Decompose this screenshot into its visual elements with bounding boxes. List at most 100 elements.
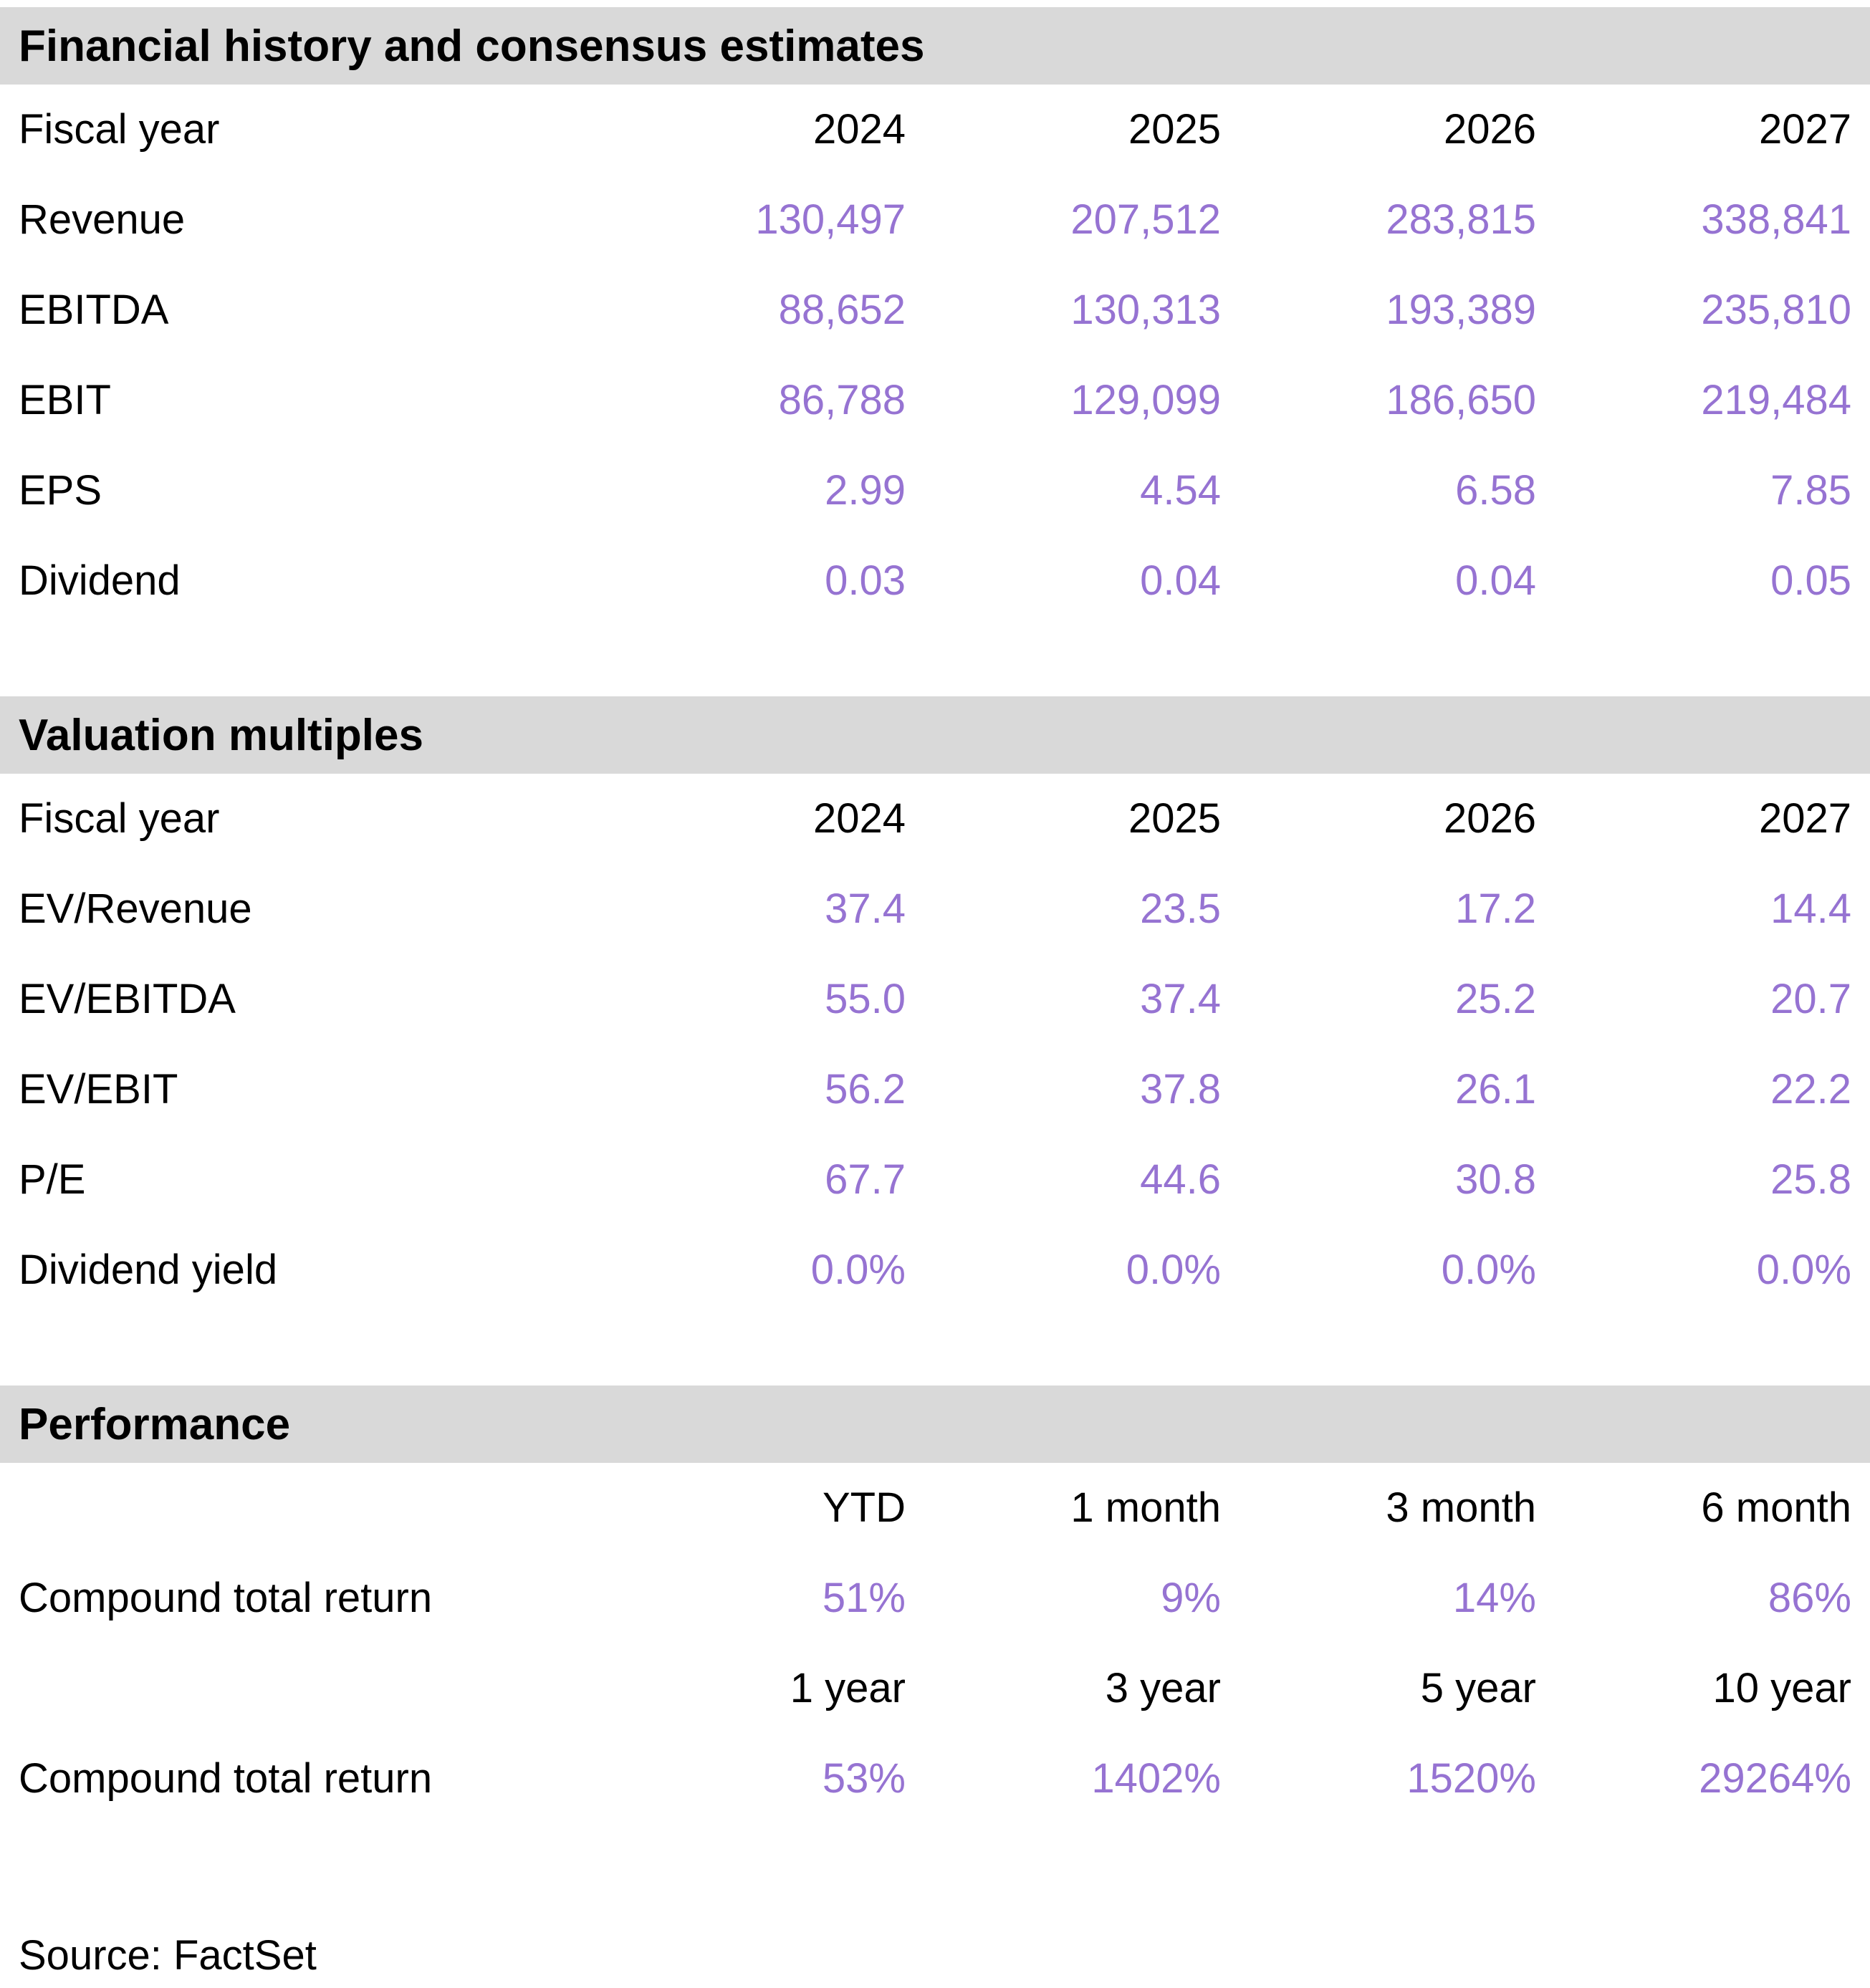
table-row: EV/EBIT 56.2 37.8 26.1 22.2 [0, 1045, 1870, 1135]
value-cell: 235,810 [1701, 287, 1851, 333]
column-header: 5 year [1420, 1665, 1536, 1711]
table-header-row: Fiscal year 2024 2025 2026 2027 [0, 774, 1870, 864]
value-cell: 219,484 [1701, 377, 1851, 423]
section-title-financial-history: Financial history and consensus estimate… [0, 7, 1870, 85]
value-cell: 0.04 [1140, 557, 1221, 604]
value-cell: 23.5 [1140, 885, 1221, 932]
table-row: Dividend yield 0.0% 0.0% 0.0% 0.0% [0, 1225, 1870, 1315]
row-label: Dividend yield [19, 1247, 278, 1293]
value-cell: 88,652 [778, 287, 906, 333]
value-cell: 44.6 [1140, 1156, 1221, 1203]
column-header: 2027 [1758, 795, 1851, 842]
table-row: Compound total return 51% 9% 14% 86% [0, 1553, 1870, 1643]
column-header: 2026 [1443, 106, 1536, 153]
section-performance: Performance YTD 1 month 3 month 6 month Compo… [0, 1386, 1870, 1824]
table-header-row: 1 year 3 year 5 year 10 year [0, 1643, 1870, 1734]
value-cell: 37.4 [825, 885, 906, 932]
table-row: EV/EBITDA 55.0 37.4 25.2 20.7 [0, 954, 1870, 1045]
column-header: 1 month [1070, 1484, 1221, 1531]
table-row: Dividend 0.03 0.04 0.04 0.05 [0, 536, 1870, 626]
value-cell: 30.8 [1455, 1156, 1536, 1203]
table-row: Compound total return 53% 1402% 1520% 29264% [0, 1734, 1870, 1824]
value-cell: 0.0% [1756, 1247, 1851, 1293]
row-label: Compound total return [19, 1575, 433, 1621]
table-valuation-multiples: Fiscal year 2024 2025 2026 2027 EV/Revenue 37.… [0, 774, 1870, 1315]
value-cell: 1402% [1091, 1755, 1221, 1802]
value-cell: 130,497 [755, 196, 906, 243]
value-cell: 51% [822, 1575, 906, 1621]
value-cell: 56.2 [825, 1066, 906, 1113]
table-row: EV/Revenue 37.4 23.5 17.2 14.4 [0, 864, 1870, 954]
value-cell: 4.54 [1140, 467, 1221, 514]
column-header: 2024 [812, 106, 906, 153]
table-row: EBITDA 88,652 130,313 193,389 235,810 [0, 265, 1870, 355]
table-performance: YTD 1 month 3 month 6 month Compound total r… [0, 1463, 1870, 1824]
row-label: Dividend [19, 557, 181, 604]
row-label: EV/EBITDA [19, 976, 236, 1022]
value-cell: 130,313 [1070, 287, 1221, 333]
value-cell: 25.2 [1455, 976, 1536, 1022]
column-header: 2025 [1128, 795, 1221, 842]
column-header: 2026 [1443, 795, 1536, 842]
row-label: EBITDA [19, 287, 169, 333]
table-row: P/E 67.7 44.6 30.8 25.8 [0, 1135, 1870, 1225]
value-cell: 0.03 [825, 557, 906, 604]
value-cell: 129,099 [1070, 377, 1221, 423]
value-cell: 26.1 [1455, 1066, 1536, 1113]
value-cell: 14% [1452, 1575, 1536, 1621]
column-header: YTD [823, 1484, 906, 1531]
value-cell: 20.7 [1770, 976, 1851, 1022]
value-cell: 53% [822, 1755, 906, 1802]
column-header: 1 year [790, 1665, 906, 1711]
row-label: Revenue [19, 196, 186, 243]
value-cell: 9% [1161, 1575, 1221, 1621]
table-header-row: Fiscal year 2024 2025 2026 2027 [0, 85, 1870, 175]
row-label: EV/EBIT [19, 1066, 178, 1113]
table-header-row: YTD 1 month 3 month 6 month [0, 1463, 1870, 1553]
value-cell: 37.4 [1140, 976, 1221, 1022]
value-cell: 25.8 [1770, 1156, 1851, 1203]
value-cell: 193,389 [1386, 287, 1536, 333]
table-row: Revenue 130,497 207,512 283,815 338,841 [0, 175, 1870, 265]
value-cell: 55.0 [825, 976, 906, 1022]
value-cell: 0.0% [1441, 1247, 1536, 1293]
value-cell: 207,512 [1070, 196, 1221, 243]
value-cell: 0.0% [1126, 1247, 1221, 1293]
row-label: Fiscal year [19, 106, 220, 153]
section-valuation-multiples: Valuation multiples Fiscal year 2024 2025 20… [0, 696, 1870, 1315]
value-cell: 17.2 [1455, 885, 1536, 932]
section-title-performance: Performance [0, 1386, 1870, 1463]
source-note: Source: FactSet [19, 1932, 317, 1979]
column-header: 2025 [1128, 106, 1221, 153]
table-row: EPS 2.99 4.54 6.58 7.85 [0, 446, 1870, 536]
row-label: EBIT [19, 377, 111, 423]
value-cell: 14.4 [1770, 885, 1851, 932]
section-financial-history: Financial history and consensus estimate… [0, 7, 1870, 626]
table-row: EBIT 86,788 129,099 186,650 219,484 [0, 355, 1870, 446]
column-header: 2027 [1758, 106, 1851, 153]
row-label: EPS [19, 467, 102, 514]
value-cell: 22.2 [1770, 1066, 1851, 1113]
value-cell: 6.58 [1455, 467, 1536, 514]
row-label: P/E [19, 1156, 86, 1203]
value-cell: 0.05 [1770, 557, 1851, 604]
column-header: 6 month [1701, 1484, 1851, 1531]
value-cell: 0.04 [1455, 557, 1536, 604]
value-cell: 29264% [1699, 1755, 1851, 1802]
value-cell: 86% [1768, 1575, 1851, 1621]
section-title-valuation-multiples: Valuation multiples [0, 696, 1870, 774]
value-cell: 1520% [1406, 1755, 1536, 1802]
financial-summary-page: Financial history and consensus estimate… [0, 7, 1870, 1824]
value-cell: 283,815 [1386, 196, 1536, 243]
column-header: 3 month [1386, 1484, 1536, 1531]
value-cell: 37.8 [1140, 1066, 1221, 1113]
column-header: 10 year [1712, 1665, 1851, 1711]
table-financial-history: Fiscal year 2024 2025 2026 2027 Revenue 130,49… [0, 85, 1870, 626]
value-cell: 0.0% [810, 1247, 906, 1293]
value-cell: 7.85 [1770, 467, 1851, 514]
value-cell: 186,650 [1386, 377, 1536, 423]
row-label: Fiscal year [19, 795, 220, 842]
value-cell: 2.99 [825, 467, 906, 514]
value-cell: 86,788 [778, 377, 906, 423]
column-header: 2024 [812, 795, 906, 842]
